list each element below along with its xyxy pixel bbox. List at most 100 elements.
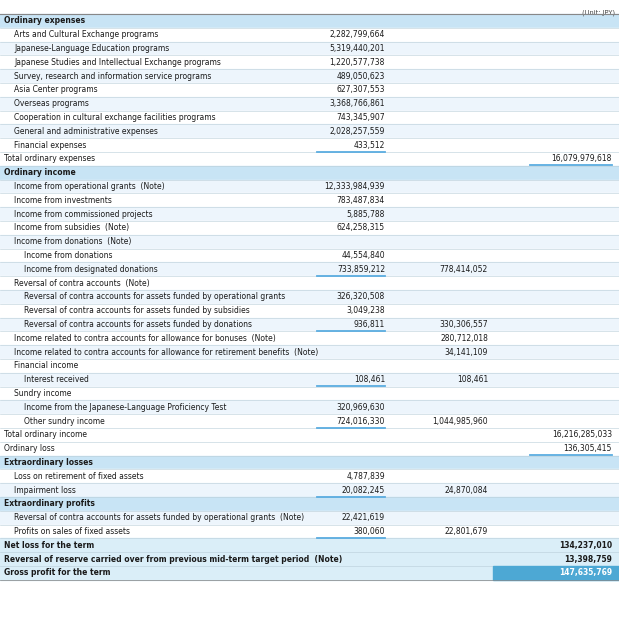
Text: 5,885,788: 5,885,788: [347, 209, 385, 219]
Text: 733,859,212: 733,859,212: [337, 265, 385, 273]
Text: 778,414,052: 778,414,052: [439, 265, 488, 273]
Bar: [0, 428, 619, 442]
Text: 108,461: 108,461: [457, 375, 488, 384]
Text: 3,368,766,861: 3,368,766,861: [329, 99, 385, 108]
Text: Arts and Cultural Exchange programs: Arts and Cultural Exchange programs: [14, 30, 158, 39]
Text: Japanese Studies and Intellectual Exchange programs: Japanese Studies and Intellectual Exchan…: [14, 58, 221, 67]
Bar: [0, 14, 619, 28]
Bar: [0, 331, 619, 345]
Text: Total ordinary income: Total ordinary income: [4, 430, 87, 439]
Text: Income from investments: Income from investments: [14, 196, 112, 205]
Bar: [0, 97, 619, 111]
Bar: [0, 42, 619, 55]
Text: 34,141,109: 34,141,109: [444, 348, 488, 356]
Text: 22,801,679: 22,801,679: [444, 527, 488, 536]
Text: 433,512: 433,512: [353, 141, 385, 150]
Text: Income from donations: Income from donations: [24, 251, 113, 260]
Bar: [0, 276, 619, 290]
Text: 24,870,084: 24,870,084: [444, 485, 488, 495]
Text: Income related to contra accounts for allowance for bonuses  (Note): Income related to contra accounts for al…: [14, 334, 275, 343]
Text: 627,307,553: 627,307,553: [337, 85, 385, 95]
Text: Ordinary income: Ordinary income: [4, 168, 76, 177]
Bar: [0, 373, 619, 387]
Text: Japanese-Language Education programs: Japanese-Language Education programs: [14, 44, 169, 53]
Text: 936,811: 936,811: [353, 320, 385, 329]
Text: Financial income: Financial income: [14, 361, 78, 371]
Text: (Unit: JPY): (Unit: JPY): [582, 9, 615, 16]
Text: Reversal of contra accounts  (Note): Reversal of contra accounts (Note): [14, 278, 150, 288]
Text: 134,237,010: 134,237,010: [559, 541, 612, 550]
Bar: [0, 359, 619, 373]
Text: Ordinary loss: Ordinary loss: [4, 444, 54, 453]
Bar: [0, 166, 619, 179]
Bar: [0, 28, 619, 42]
Text: 1,220,577,738: 1,220,577,738: [330, 58, 385, 67]
Text: Asia Center programs: Asia Center programs: [14, 85, 98, 95]
Text: Income from commissioned projects: Income from commissioned projects: [14, 209, 153, 219]
Bar: [0, 511, 619, 525]
Text: Financial expenses: Financial expenses: [14, 141, 87, 150]
Bar: [0, 401, 619, 414]
Bar: [0, 235, 619, 249]
Bar: [0, 483, 619, 497]
Text: 330,306,557: 330,306,557: [439, 320, 488, 329]
Text: 326,320,508: 326,320,508: [337, 292, 385, 302]
Bar: [0, 83, 619, 97]
Text: General and administrative expenses: General and administrative expenses: [14, 127, 158, 136]
Text: 5,319,440,201: 5,319,440,201: [329, 44, 385, 53]
Text: 16,079,979,618: 16,079,979,618: [552, 155, 612, 163]
Text: Reversal of reserve carried over from previous mid-term target period  (Note): Reversal of reserve carried over from pr…: [4, 554, 342, 564]
Text: Income related to contra accounts for allowance for retirement benefits  (Note): Income related to contra accounts for al…: [14, 348, 318, 356]
Text: Income from designated donations: Income from designated donations: [24, 265, 158, 273]
Bar: [0, 179, 619, 193]
Bar: [0, 552, 619, 566]
Text: 13,398,759: 13,398,759: [564, 554, 612, 564]
Text: 3,049,238: 3,049,238: [347, 306, 385, 315]
Bar: [0, 538, 619, 552]
Bar: [0, 55, 619, 69]
Bar: [0, 125, 619, 138]
Text: Extraordinary profits: Extraordinary profits: [4, 500, 95, 508]
Bar: [0, 111, 619, 125]
Bar: [0, 318, 619, 331]
Text: Other sundry income: Other sundry income: [24, 417, 105, 426]
Bar: [493, 566, 619, 580]
Text: 624,258,315: 624,258,315: [337, 224, 385, 232]
Bar: [0, 152, 619, 166]
Text: 108,461: 108,461: [353, 375, 385, 384]
Text: Total ordinary expenses: Total ordinary expenses: [4, 155, 95, 163]
Text: 724,016,330: 724,016,330: [337, 417, 385, 426]
Bar: [0, 69, 619, 83]
Bar: [0, 566, 619, 580]
Bar: [0, 469, 619, 483]
Bar: [0, 455, 619, 469]
Text: 4,787,839: 4,787,839: [347, 472, 385, 481]
Bar: [0, 387, 619, 401]
Text: 280,712,018: 280,712,018: [440, 334, 488, 343]
Text: Reversal of contra accounts for assets funded by donations: Reversal of contra accounts for assets f…: [24, 320, 252, 329]
Bar: [0, 442, 619, 455]
Text: 136,305,415: 136,305,415: [564, 444, 612, 453]
Text: 16,216,285,033: 16,216,285,033: [552, 430, 612, 439]
Text: Interest received: Interest received: [24, 375, 89, 384]
Text: 2,028,257,559: 2,028,257,559: [330, 127, 385, 136]
Text: Net loss for the term: Net loss for the term: [4, 541, 94, 550]
Text: 380,060: 380,060: [353, 527, 385, 536]
Text: Loss on retirement of fixed assets: Loss on retirement of fixed assets: [14, 472, 144, 481]
Text: Impairment loss: Impairment loss: [14, 485, 76, 495]
Bar: [0, 497, 619, 511]
Bar: [0, 249, 619, 262]
Text: Reversal of contra accounts for assets funded by subsidies: Reversal of contra accounts for assets f…: [24, 306, 249, 315]
Text: 20,082,245: 20,082,245: [342, 485, 385, 495]
Text: Overseas programs: Overseas programs: [14, 99, 89, 108]
Bar: [0, 221, 619, 235]
Text: 1,044,985,960: 1,044,985,960: [433, 417, 488, 426]
Text: 489,050,623: 489,050,623: [337, 72, 385, 80]
Text: Survey, research and information service programs: Survey, research and information service…: [14, 72, 211, 80]
Text: Gross profit for the term: Gross profit for the term: [4, 568, 111, 578]
Text: Sundry income: Sundry income: [14, 389, 71, 398]
Bar: [0, 414, 619, 428]
Text: Income from operational grants  (Note): Income from operational grants (Note): [14, 182, 165, 191]
Bar: [0, 525, 619, 538]
Text: Reversal of contra accounts for assets funded by operational grants  (Note): Reversal of contra accounts for assets f…: [14, 513, 304, 522]
